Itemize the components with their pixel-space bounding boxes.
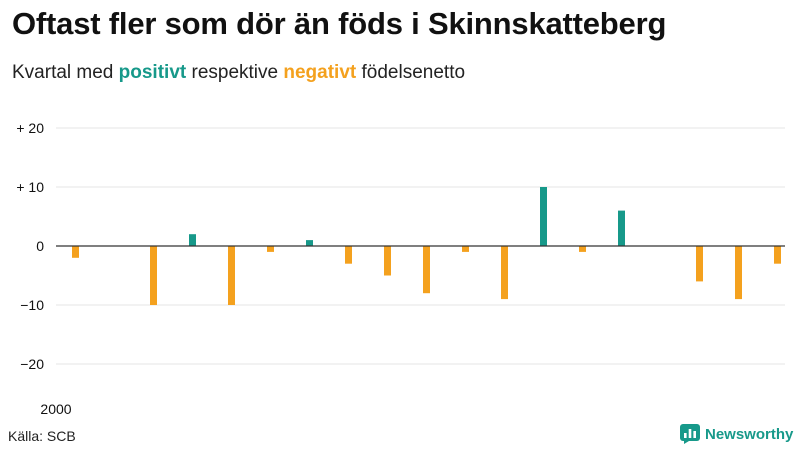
y-tick-label: + 10: [16, 179, 44, 195]
bar-negative: [735, 246, 742, 299]
bar-negative: [150, 246, 157, 305]
bar-negative: [228, 246, 235, 305]
bar-negative: [774, 246, 781, 264]
bar-negative: [72, 246, 79, 258]
brand-name: Newsworthy: [705, 426, 793, 443]
bar-layer: [72, 187, 800, 376]
bar-negative: [423, 246, 430, 293]
bar-positive: [540, 187, 547, 246]
bar-positive: [189, 234, 196, 246]
y-tick-label: −10: [20, 297, 44, 313]
bar-negative: [696, 246, 703, 281]
newsworthy-logo-icon: [680, 424, 700, 444]
y-tick-label: + 20: [16, 120, 44, 136]
source-note: Källa: SCB: [8, 428, 76, 444]
bar-negative: [501, 246, 508, 299]
x-tick-label: 2000: [40, 401, 71, 417]
bar-negative: [384, 246, 391, 276]
bar-negative: [579, 246, 586, 252]
bar-chart: + 20+ 100−10−2020002005201020152020: [0, 0, 800, 450]
y-tick-label: −20: [20, 356, 44, 372]
brand-logo: Newsworthy: [680, 424, 793, 444]
y-tick-label: 0: [36, 238, 44, 254]
axis-layer: + 20+ 100−10−2020002005201020152020: [16, 120, 800, 417]
bar-negative: [267, 246, 274, 252]
bar-positive: [618, 211, 625, 246]
bar-positive: [306, 240, 313, 246]
bar-negative: [462, 246, 469, 252]
bar-negative: [345, 246, 352, 264]
